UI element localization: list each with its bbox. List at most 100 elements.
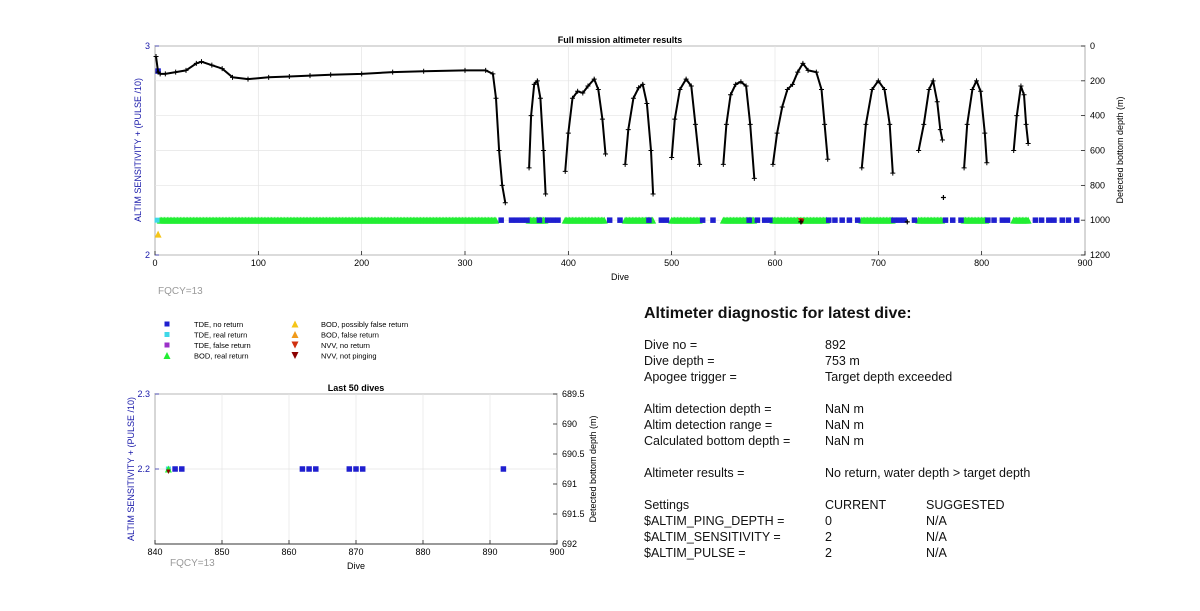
- depth-point: [493, 95, 499, 101]
- top-x-tick-label: 0: [152, 258, 157, 268]
- tde-no-return-marker: [346, 466, 353, 472]
- bottom-x-tick-label: 880: [415, 547, 430, 557]
- depth-point: [904, 219, 910, 225]
- diag-row-apogee-trigger: Apogee trigger = Target depth exceeded: [644, 369, 1184, 385]
- tde-no-return-marker: [519, 217, 525, 223]
- tde-no-return-marker: [1004, 217, 1011, 223]
- top-right-y-tick-label: 0: [1090, 41, 1095, 51]
- depth-point: [499, 182, 505, 188]
- legend-label: NVV, no return: [321, 341, 370, 350]
- depth-point: [595, 87, 601, 93]
- tde-no-return-marker: [896, 217, 902, 223]
- depth-point: [183, 67, 189, 73]
- tde-no-return-marker: [1038, 217, 1045, 223]
- depth-point: [1018, 83, 1024, 89]
- diag-row-detection-depth: Altim detection depth = NaN m: [644, 401, 1184, 417]
- bottom-chart-title: Last 50 dives: [328, 383, 385, 393]
- depth-point: [496, 148, 502, 153]
- diag-value: NaN m: [825, 402, 864, 416]
- setting-sensitivity: $ALTIM_SENSITIVITY = 2 N/A: [644, 529, 1184, 545]
- legend-label: BOD, false return: [321, 331, 379, 340]
- tde-no-return-marker: [710, 217, 716, 223]
- depth-point: [784, 87, 790, 93]
- depth-point: [630, 95, 636, 101]
- top-x-label: Dive: [611, 272, 629, 282]
- setting-current: 2: [825, 546, 832, 560]
- depth-point: [1025, 141, 1031, 147]
- top-fqcy-annotation: FQCY=13: [158, 286, 203, 297]
- top-x-tick-label: 100: [251, 258, 266, 268]
- depth-point: [822, 121, 828, 127]
- depth-point: [173, 69, 179, 75]
- depth-point: [528, 113, 534, 119]
- depth-point: [969, 87, 975, 93]
- depth-point: [869, 87, 875, 93]
- bottom-fqcy-annotation: FQCY=13: [170, 558, 215, 569]
- diag-row-results: Altimeter results = No return, water dept…: [644, 465, 1184, 481]
- diag-key: Calculated bottom depth =: [644, 434, 791, 448]
- bottom-x-tick-label: 870: [348, 547, 363, 557]
- bottom-left-y-label: ALTIM SENSITIVITY + (PULSE /10): [126, 397, 136, 541]
- top-x-tick-label: 800: [974, 258, 989, 268]
- depth-point: [813, 69, 819, 75]
- depth-point: [490, 71, 496, 77]
- tde-no-return-marker: [299, 466, 306, 472]
- depth-point: [245, 76, 251, 82]
- depth-point: [982, 130, 988, 136]
- settings-header: Settings CURRENT SUGGESTED: [644, 497, 1184, 513]
- depth-point: [644, 100, 650, 106]
- bottom-left-y-tick-label: 2.2: [137, 464, 150, 474]
- depth-line-segment: [1012, 85, 1030, 151]
- top-left-y-tick-label: 2: [145, 250, 150, 260]
- bottom-x-tick-label: 840: [147, 547, 162, 557]
- diag-key: Altim detection depth =: [644, 402, 772, 416]
- tde-no-return-marker: [854, 217, 861, 223]
- bottom-right-y-tick-label: 689.5: [562, 389, 585, 399]
- depth-point: [770, 161, 776, 167]
- depth-point: [603, 151, 609, 157]
- top-x-tick-label: 900: [1077, 258, 1092, 268]
- bottom-left-y-tick-label: 2.3: [137, 389, 150, 399]
- depth-point: [819, 87, 824, 93]
- top-x-tick-label: 400: [561, 258, 576, 268]
- bod-real-return-marker: [600, 216, 608, 224]
- legend-marker: [291, 320, 299, 328]
- tde-real-return-marker: [154, 217, 160, 223]
- tde-no-return-marker: [508, 217, 515, 223]
- tde-no-return-marker: [825, 217, 832, 223]
- depth-point: [940, 195, 946, 201]
- setting-key: $ALTIM_SENSITIVITY =: [644, 530, 781, 544]
- depth-point: [585, 83, 591, 89]
- top-right-y-label: Detected bottom depth (m): [1115, 96, 1125, 203]
- depth-point: [738, 79, 744, 85]
- depth-point: [193, 60, 199, 66]
- depth-point: [153, 53, 159, 59]
- depth-point: [526, 165, 532, 171]
- diag-value: 892: [825, 338, 846, 352]
- depth-point: [569, 95, 575, 101]
- tde-no-return-marker: [1073, 217, 1080, 223]
- diag-row-dive-no: Dive no = 892: [644, 337, 1184, 353]
- depth-line-segment: [624, 82, 655, 195]
- tde-no-return-marker: [306, 466, 312, 472]
- tde-no-return-marker: [536, 217, 543, 223]
- tde-no-return-marker: [179, 466, 185, 472]
- tde-no-return-marker: [658, 217, 665, 223]
- depth-point: [688, 83, 694, 89]
- depth-point: [747, 121, 753, 127]
- setting-key: $ALTIM_PING_DEPTH =: [644, 514, 785, 528]
- depth-point: [421, 68, 427, 74]
- depth-point: [640, 81, 646, 87]
- depth-point: [1023, 121, 1029, 127]
- setting-suggested: N/A: [926, 514, 947, 528]
- depth-point: [751, 175, 757, 181]
- diag-row-dive-depth: Dive depth = 753 m: [644, 353, 1184, 369]
- tde-no-return-marker: [839, 217, 845, 223]
- depth-point: [939, 137, 945, 143]
- tde-no-return-marker: [949, 217, 956, 223]
- top-x-tick-label: 700: [871, 258, 886, 268]
- depth-point: [502, 200, 508, 206]
- tde-no-return-marker: [999, 217, 1006, 223]
- tde-no-return-marker: [1032, 217, 1039, 223]
- depth-line-segment: [722, 80, 756, 179]
